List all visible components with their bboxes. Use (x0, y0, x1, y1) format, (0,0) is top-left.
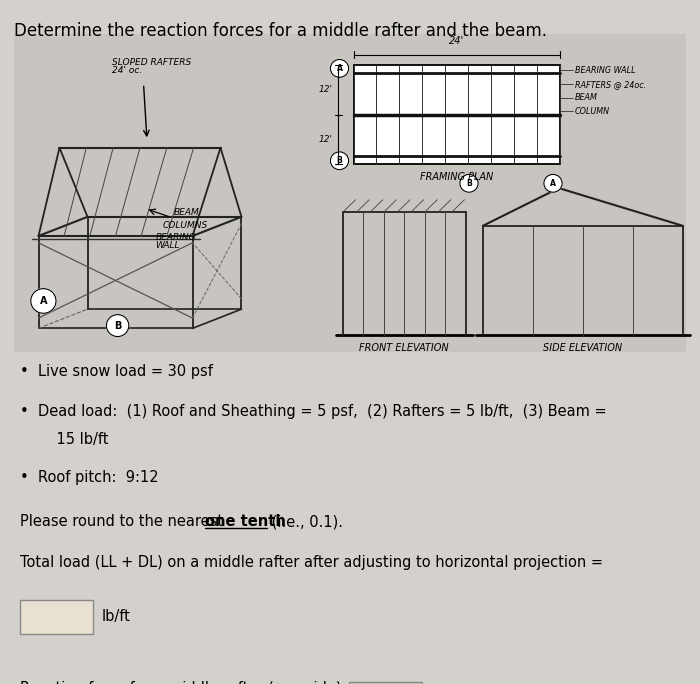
Text: A: A (337, 64, 342, 73)
Bar (14, 34, 686, 352)
Circle shape (330, 60, 349, 77)
Bar (20, 600, 93, 634)
Bar (349, 682, 422, 684)
Text: Please round to the nearest: Please round to the nearest (20, 514, 227, 529)
Text: BEAM: BEAM (575, 93, 598, 103)
Text: 15 lb/ft: 15 lb/ft (38, 432, 109, 447)
Text: B: B (466, 179, 472, 188)
Text: A: A (40, 296, 47, 306)
Text: BEARING WALL: BEARING WALL (575, 66, 636, 75)
Text: FRONT ELEVATION: FRONT ELEVATION (359, 343, 449, 354)
Text: 12': 12' (318, 135, 332, 144)
Text: COLUMN: COLUMN (575, 107, 610, 116)
Circle shape (106, 315, 129, 337)
Text: one tenth: one tenth (205, 514, 286, 529)
Text: COLUMNS: COLUMNS (162, 220, 208, 230)
Text: 24': 24' (449, 36, 464, 46)
Text: 12': 12' (318, 86, 332, 94)
Text: Live snow load = 30 psf: Live snow load = 30 psf (38, 364, 214, 379)
Text: Total load (LL + DL) on a middle rafter after adjusting to horizontal projection: Total load (LL + DL) on a middle rafter … (20, 555, 603, 570)
Text: •: • (20, 364, 28, 379)
Text: Determine the reaction forces for a middle rafter and the beam.: Determine the reaction forces for a midd… (14, 22, 547, 40)
Text: RAFTERS @ 24oc.: RAFTERS @ 24oc. (575, 79, 646, 89)
Text: B: B (114, 321, 121, 330)
Circle shape (544, 174, 562, 192)
Text: FRAMING PLAN: FRAMING PLAN (420, 172, 494, 183)
Text: •: • (20, 470, 28, 485)
Text: A: A (550, 179, 556, 188)
Text: B: B (337, 156, 342, 166)
Text: •: • (20, 404, 28, 419)
Text: 24' oc.: 24' oc. (112, 66, 142, 75)
Text: SLOPED RAFTERS: SLOPED RAFTERS (112, 58, 191, 68)
Bar (354, 65, 560, 164)
Text: Reaction force for a middle rafter (one side) =: Reaction force for a middle rafter (one … (20, 681, 358, 684)
Text: SIDE ELEVATION: SIDE ELEVATION (543, 343, 622, 354)
Text: BEAM: BEAM (174, 208, 199, 218)
Text: (i.e., 0.1).: (i.e., 0.1). (267, 514, 343, 529)
Text: WALL: WALL (155, 241, 180, 250)
Circle shape (460, 174, 478, 192)
Text: lb/ft: lb/ft (102, 609, 130, 624)
Circle shape (330, 152, 349, 170)
Text: Roof pitch:  9:12: Roof pitch: 9:12 (38, 470, 159, 485)
Circle shape (31, 289, 56, 313)
Text: BEARING: BEARING (155, 233, 196, 242)
Text: Dead load:  (1) Roof and Sheathing = 5 psf,  (2) Rafters = 5 lb/ft,  (3) Beam =: Dead load: (1) Roof and Sheathing = 5 ps… (38, 404, 607, 419)
